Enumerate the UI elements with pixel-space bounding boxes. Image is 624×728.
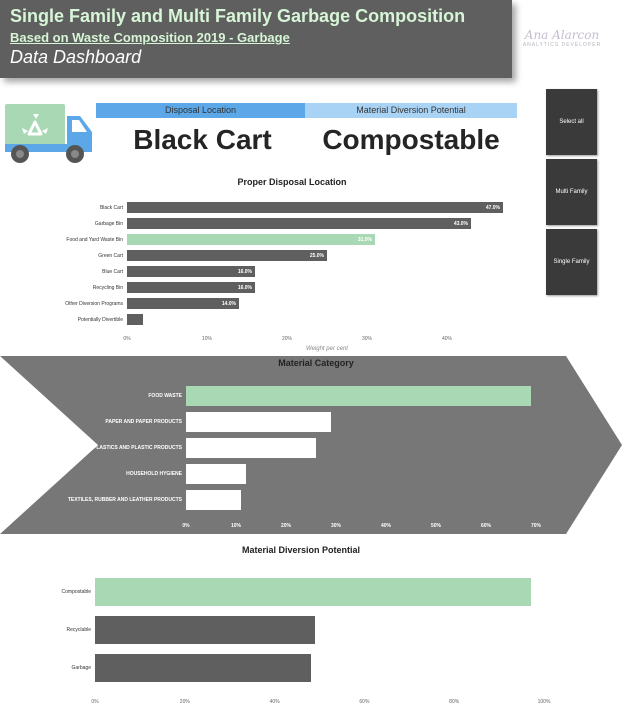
dashboard-subtitle: Based on Waste Composition 2019 - Garbag… [10, 30, 290, 45]
chart-bar [186, 490, 241, 510]
axis-tick-label: 20% [179, 699, 190, 705]
data-label: 47.0% [485, 204, 500, 211]
disposal-location-header: Disposal Location [96, 103, 305, 118]
category-label: Compostable [61, 589, 91, 595]
disposal-chart-title: Proper Disposal Location [237, 177, 347, 187]
chart-bar [186, 412, 331, 432]
axis-tick-label: 0% [91, 699, 99, 705]
category-label: PAPER AND PAPER PRODUCTS [105, 419, 182, 425]
diversion-chart-title: Material Diversion Potential [241, 545, 361, 555]
category-label: Other Diversion Programs [65, 300, 123, 307]
category-label: Garbage Bin [94, 220, 123, 227]
data-label: 31.0% [357, 236, 372, 243]
chart-bar [186, 464, 246, 484]
chart-bar [127, 202, 503, 213]
single-family-button[interactable]: Single Family [546, 229, 597, 295]
data-label: 25.0% [309, 252, 324, 259]
diversion-potential-header: Material Diversion Potential [305, 103, 517, 118]
chart-bar [95, 654, 311, 682]
axis-tick-label: 10% [201, 336, 213, 342]
axis-tick-label: 60% [480, 523, 492, 529]
chart-bar [127, 266, 255, 277]
material-category-title: Material Category [278, 358, 354, 368]
diversion-potential-value: Compostable [322, 124, 500, 155]
category-label: Recyclable [66, 627, 91, 633]
dashboard-header: Single Family and Multi Family Garbage C… [0, 0, 512, 78]
category-label: Black Cart [99, 204, 123, 211]
category-label: Food and Yard Waste Bin [66, 236, 123, 243]
category-label: TEXTILES, RUBBER AND LEATHER PRODUCTS [67, 497, 182, 503]
chart-bar [186, 438, 316, 458]
chart-bar [127, 218, 471, 229]
axis-tick-label: 60% [359, 699, 370, 705]
axis-tick-label: 0% [182, 523, 190, 529]
disposal-location-value: Black Cart [133, 124, 272, 155]
axis-tick-label: 30% [330, 523, 342, 529]
category-label: FOOD WASTE [148, 393, 182, 399]
chart-bar [95, 578, 531, 606]
axis-tick-label: 30% [361, 336, 373, 342]
axis-tick-label: 40% [380, 523, 392, 529]
axis-tick-label: 80% [449, 699, 460, 705]
category-label: Potentially Divertible [77, 316, 123, 323]
axis-tick-label: 0% [123, 336, 131, 342]
axis-tick-label: 20% [281, 336, 293, 342]
brand-logo: Ana Alarcon ANALYTICS DEVELOPER [514, 28, 610, 50]
category-label: Recycling Bin [92, 284, 123, 291]
data-label: 16.0% [237, 284, 252, 291]
axis-tick-label: 100% [537, 699, 551, 705]
chart-bar [95, 616, 315, 644]
axis-tick-label: 70% [530, 523, 542, 529]
category-label: Garbage [71, 665, 91, 671]
logo-subtitle: ANALYTICS DEVELOPER [522, 42, 602, 48]
recycling-truck-icon [4, 102, 94, 168]
chart-bar [186, 386, 531, 406]
data-label: 16.0% [237, 268, 252, 275]
chart-bar [127, 298, 239, 309]
chart-bar [127, 314, 143, 325]
dashboard-title: Single Family and Multi Family Garbage C… [10, 6, 466, 26]
data-label: 14.0% [221, 300, 236, 307]
multi-family-button[interactable]: Multi Family [546, 159, 597, 225]
logo-name: Ana Alarcon [524, 28, 600, 42]
category-label: PLASTICS AND PLASTIC PRODUCTS [93, 445, 182, 451]
axis-tick-label: 20% [280, 523, 292, 529]
dashboard-tagline: Data Dashboard [10, 47, 142, 67]
category-label: Blue Cart [102, 268, 123, 275]
data-label: 43.0% [453, 220, 468, 227]
chart-bar [127, 250, 327, 261]
chart-bar [127, 234, 375, 245]
category-label: Green Cart [98, 252, 123, 259]
axis-tick-label: 40% [269, 699, 280, 705]
material-category-chart: FOOD WASTE PAPER AND PAPER PRODUCTS PLASTI… [67, 386, 542, 529]
chart-bar [127, 282, 255, 293]
select-all-button[interactable]: Select all [546, 89, 597, 155]
disposal-location-chart: Black Cart 47.0% Garbage Bin 43.0% Food and … [0, 0, 624, 360]
axis-tick-label: 10% [230, 523, 242, 529]
disposal-axis-label: Weight per cent [306, 346, 348, 352]
axis-tick-label: 40% [441, 336, 453, 342]
axis-tick-label: 50% [430, 523, 442, 529]
category-label: HOUSEHOLD HYGIENE [126, 471, 182, 477]
